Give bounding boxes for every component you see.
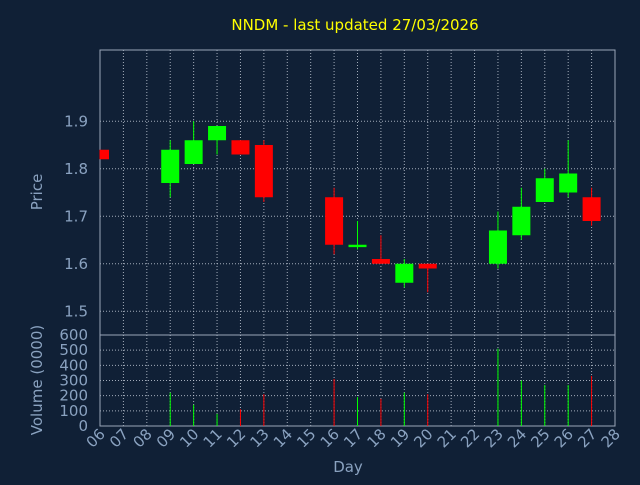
volume-tick-label: 300: [59, 372, 88, 390]
volume-tick-label: 200: [59, 387, 88, 405]
x-tick-label: 07: [106, 425, 132, 451]
price-panel: 1.5 1.6 1.7 1.8 1.9: [64, 49, 616, 336]
candle-body: [418, 263, 437, 269]
price-tick-label: 1.5: [64, 302, 88, 320]
x-tick-label: 19: [387, 425, 413, 451]
x-tick-label: 17: [340, 425, 366, 451]
volume-tick-label: 400: [59, 356, 88, 374]
candle-body: [559, 173, 578, 193]
candle-body: [231, 140, 250, 155]
x-tick-label: 25: [527, 425, 553, 451]
volume-axis-label: Volume (0000): [28, 325, 46, 435]
candle-body: [208, 126, 227, 141]
x-tick-label: 18: [364, 425, 390, 451]
x-tick-label: 26: [551, 425, 577, 451]
candle-body: [325, 197, 344, 245]
x-tick-label: 21: [434, 425, 460, 451]
candle-body: [395, 263, 414, 283]
x-tick-label: 16: [317, 425, 343, 451]
x-tick-label: 23: [481, 425, 507, 451]
x-axis-label: Day: [333, 458, 363, 476]
x-tick-label: 13: [246, 425, 272, 451]
price-tick-label: 1.6: [64, 255, 88, 273]
chart-title: NNDM - last updated 27/03/2026: [231, 16, 478, 34]
x-tick-label: 11: [200, 425, 226, 451]
x-tick-label: 12: [223, 425, 249, 451]
x-tick-label: 10: [176, 425, 202, 451]
candle-body: [161, 149, 180, 183]
candle-body: [371, 259, 390, 264]
x-tick-label: 24: [504, 425, 530, 451]
price-tick-label: 1.9: [64, 112, 88, 130]
x-tick-label: 14: [270, 425, 296, 451]
volume-tick-label: 100: [59, 402, 88, 420]
candle-body: [535, 178, 554, 202]
volume-tick-label: 0: [78, 417, 88, 435]
volume-tick-label: 600: [59, 326, 88, 344]
candle-body: [184, 140, 203, 164]
x-tick-label: 08: [129, 425, 155, 451]
x-axis-ticks: 0607080910111213141516171819202122232425…: [83, 425, 624, 451]
x-tick-label: 22: [457, 425, 483, 451]
price-tick-label: 1.7: [64, 207, 88, 225]
candle-body: [488, 230, 507, 264]
x-tick-label: 15: [293, 425, 319, 451]
candle-body: [512, 206, 531, 236]
volume-tick-label: 500: [59, 341, 88, 359]
x-tick-label: 27: [574, 425, 600, 451]
price-axis-label: Price: [28, 174, 46, 211]
candle-body: [582, 197, 601, 221]
price-tick-label: 1.8: [64, 160, 88, 178]
candle-body: [254, 145, 273, 198]
x-tick-label: 09: [153, 425, 179, 451]
x-tick-label: 28: [598, 425, 624, 451]
candle-body: [100, 149, 109, 160]
x-tick-label: 20: [410, 425, 436, 451]
candle-body: [348, 244, 367, 248]
